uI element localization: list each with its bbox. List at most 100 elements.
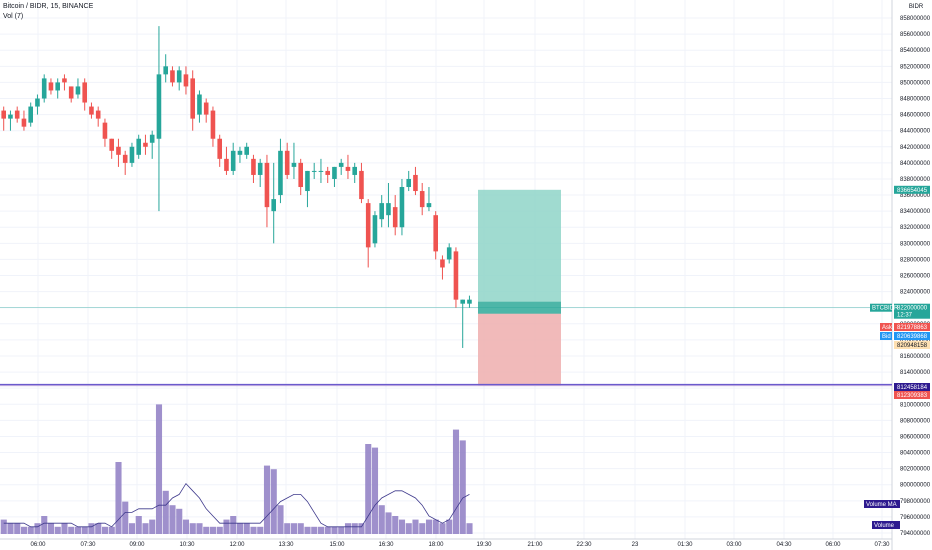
candle-body (399, 187, 405, 228)
volume-bar (7, 523, 14, 534)
volume-bar (223, 519, 230, 534)
last-price-tag: 822000000 (897, 306, 928, 312)
y-tick-label: 838000000 (900, 177, 931, 183)
y-tick-label: 834000000 (900, 209, 931, 215)
ask-label: Ask (882, 325, 893, 331)
volume-bar (365, 444, 372, 534)
volume-bar (452, 429, 460, 534)
volume-bar (439, 523, 446, 534)
volume-bar (155, 404, 163, 534)
candle-body (284, 150, 290, 175)
volume-bar (311, 526, 318, 534)
y-tick-label: 814000000 (900, 370, 931, 376)
volume-bar (425, 519, 433, 534)
y-tick-label: 854000000 (900, 48, 931, 54)
candle-body (298, 162, 303, 188)
ask-price-tag: 821978863 (897, 325, 928, 331)
y-tick-label: 796000000 (900, 515, 931, 521)
volume-bar (459, 440, 466, 534)
symbol-tag: BTCBIDR (872, 306, 899, 312)
x-tick-label: 13:30 (278, 542, 294, 548)
volume-bar (128, 523, 136, 534)
volume-bar (203, 526, 210, 534)
x-tick-label: 18:00 (428, 542, 444, 548)
candle-body (257, 162, 263, 175)
volume-bar (182, 519, 190, 534)
y-tick-label: 818000000 (900, 338, 931, 344)
candle-body (318, 170, 324, 172)
volume-bar (358, 523, 365, 534)
y-tick-label: 852000000 (900, 64, 931, 70)
candle-body (156, 74, 162, 139)
bid-label-bg (880, 332, 892, 340)
x-tick-label: 21:00 (527, 542, 543, 548)
x-tick-label: 07:30 (80, 542, 96, 548)
x-tick-label: 12:00 (229, 542, 245, 548)
volume-bar (419, 523, 426, 534)
candle-body (433, 215, 438, 252)
candle-body (109, 138, 114, 151)
y-tick-label: 804000000 (900, 451, 931, 457)
x-tick-label: 19:30 (476, 542, 492, 548)
y-tick-label: 848000000 (900, 97, 931, 103)
candle-body (102, 122, 108, 139)
volume-bar (101, 526, 109, 534)
volume-bar (250, 526, 257, 534)
stop-loss-zone (478, 307, 561, 386)
candle-body (116, 146, 121, 155)
x-tick-label: 07:30 (874, 542, 890, 548)
currency-label: BIDR (908, 4, 924, 10)
y-tick-label: 816000000 (900, 354, 931, 360)
y-tick-label: 806000000 (900, 434, 931, 440)
candle-body (325, 170, 330, 175)
y-tick-label: 840000000 (900, 161, 931, 167)
candle-body (183, 74, 189, 87)
candle-body (244, 146, 249, 155)
candle-body (271, 199, 276, 212)
countdown-tag: 12:37 (897, 313, 913, 319)
candle-body (190, 78, 195, 119)
volume-bar (27, 526, 34, 534)
volume-bar (81, 526, 88, 534)
y-tick-label: 830000000 (900, 241, 931, 247)
volume-bar (189, 523, 196, 534)
candle-body (460, 299, 465, 304)
bid-price-tag-bg (894, 332, 930, 340)
volume-bar (432, 519, 439, 534)
x-tick-label: 04:30 (776, 542, 792, 548)
volume-indicator-label[interactable]: Vol (7) (3, 13, 24, 20)
y-tick-label: 850000000 (900, 80, 931, 86)
ask-price-tag-bg (894, 323, 930, 331)
candle-body (143, 142, 148, 147)
volume-bar (115, 462, 122, 534)
volume-ma-label: Volume MA (866, 502, 897, 508)
volume-bar (270, 469, 277, 534)
volume-label-bg (872, 521, 900, 529)
candle-body (75, 86, 81, 95)
y-tick-label: 794000000 (900, 531, 931, 537)
volume-bar (74, 526, 82, 534)
take-profit-zone (478, 189, 561, 308)
last-extra-tag-bg (894, 341, 930, 349)
candle-body (359, 170, 364, 200)
candle-body (332, 166, 337, 179)
volume-label: Volume (874, 523, 895, 529)
volume-bar (61, 523, 68, 534)
symbol-title[interactable]: Bitcoin / BIDR, 15, BINANCE (3, 3, 94, 10)
volume-bar (385, 512, 392, 534)
y-tick-label: 808000000 (900, 418, 931, 424)
y-tick-label: 832000000 (900, 225, 931, 231)
volume-bar (54, 526, 61, 534)
candle-body (82, 82, 87, 103)
y-tick-label: 802000000 (900, 467, 931, 473)
x-tick-label: 09:00 (129, 542, 145, 548)
candle-body (446, 247, 452, 260)
volume-bar (34, 523, 41, 534)
candle-body (21, 118, 27, 127)
volume-bar (412, 519, 419, 534)
target-price-tag: 836654045 (897, 188, 928, 194)
x-tick-label: 01:30 (677, 542, 693, 548)
candle-body (28, 106, 33, 123)
